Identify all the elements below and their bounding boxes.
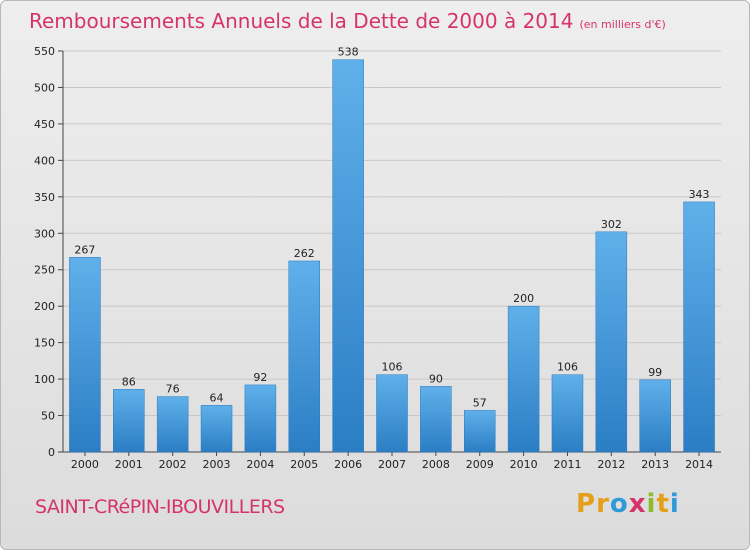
- bar: [595, 231, 628, 453]
- x-tick-label: 2012: [597, 458, 625, 471]
- chart-title: Remboursements Annuels de la Dette de 20…: [29, 9, 666, 33]
- bar: [683, 201, 715, 453]
- y-tick-label: 300: [34, 227, 55, 240]
- x-tick-label: 2009: [466, 458, 494, 471]
- proxiti-logo: Proxiti: [576, 489, 680, 519]
- x-tick-label: 2013: [641, 458, 669, 471]
- bar: [244, 384, 277, 453]
- y-tick-label: 150: [34, 337, 55, 350]
- data-label: 267: [74, 243, 95, 256]
- bar: [69, 257, 101, 453]
- bar: [420, 386, 452, 453]
- y-tick-label: 550: [34, 45, 55, 58]
- x-tick-label: 2011: [553, 458, 581, 471]
- bars: [69, 59, 715, 453]
- bar: [156, 396, 189, 453]
- logo-letter: x: [628, 489, 647, 519]
- bar: [551, 374, 584, 453]
- bar: [288, 260, 321, 453]
- data-label: 99: [648, 366, 662, 379]
- bar: [463, 410, 496, 453]
- data-label: 106: [382, 361, 403, 374]
- x-tick-label: 2001: [115, 458, 143, 471]
- data-label: 200: [513, 292, 534, 305]
- chart-subtitle: (en milliers d'€): [579, 18, 666, 31]
- x-tick-label: 2003: [203, 458, 231, 471]
- data-label: 86: [122, 375, 136, 388]
- y-tick-label: 450: [34, 118, 55, 131]
- y-tick-label: 50: [41, 410, 55, 423]
- bar: [113, 389, 145, 453]
- data-label: 343: [689, 188, 710, 201]
- bar: [200, 405, 233, 453]
- x-tick-label: 2000: [71, 458, 99, 471]
- data-label: 538: [338, 46, 359, 59]
- x-tick-label: 2014: [685, 458, 713, 471]
- logo-letter: i: [646, 489, 657, 519]
- labels: 0 50 100 150 200 250 300 350 400 450 500 550 2000 267…: [34, 45, 713, 471]
- x-tick-label: 2007: [378, 458, 406, 471]
- chart-title-main: Remboursements Annuels de la Dette de 20…: [29, 9, 574, 33]
- data-label: 90: [429, 372, 443, 385]
- y-tick-label: 200: [34, 300, 55, 313]
- data-label: 302: [601, 218, 622, 231]
- x-tick-label: 2005: [290, 458, 318, 471]
- y-tick-label: 250: [34, 264, 55, 277]
- data-label: 262: [294, 247, 315, 260]
- x-tick-label: 2010: [510, 458, 538, 471]
- logo-letter: P: [576, 489, 597, 519]
- data-label: 76: [166, 383, 180, 396]
- bar: [332, 59, 364, 453]
- logo-letter: o: [609, 489, 629, 519]
- y-tick-label: 500: [34, 81, 55, 94]
- y-tick-label: 100: [34, 373, 55, 386]
- commune-name: SAINT-CRéPIN-IBOUVILLERS: [35, 496, 285, 518]
- data-label: 57: [473, 396, 487, 409]
- x-tick-label: 2008: [422, 458, 450, 471]
- data-label: 106: [557, 361, 578, 374]
- y-tick-label: 400: [34, 154, 55, 167]
- bar: [639, 379, 671, 453]
- x-tick-label: 2004: [246, 458, 274, 471]
- x-tick-label: 2006: [334, 458, 362, 471]
- bar: [376, 374, 408, 453]
- y-tick-label: 0: [48, 446, 55, 459]
- logo-letter: r: [596, 489, 610, 519]
- logo-letter: t: [656, 489, 670, 519]
- x-tick-label: 2002: [159, 458, 187, 471]
- y-tick-label: 350: [34, 191, 55, 204]
- data-label: 92: [253, 371, 267, 384]
- logo-letter: i: [669, 489, 680, 519]
- bar: [507, 305, 540, 453]
- data-label: 64: [210, 391, 224, 404]
